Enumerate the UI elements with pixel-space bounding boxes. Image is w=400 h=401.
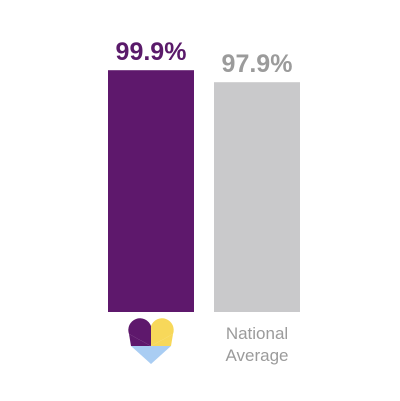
value-label: 99.9%	[116, 38, 187, 66]
heart-icon	[128, 318, 174, 364]
bar	[214, 82, 300, 312]
bar	[108, 70, 194, 312]
value-label: 97.9%	[222, 50, 293, 78]
category-label: National Average	[225, 324, 289, 365]
